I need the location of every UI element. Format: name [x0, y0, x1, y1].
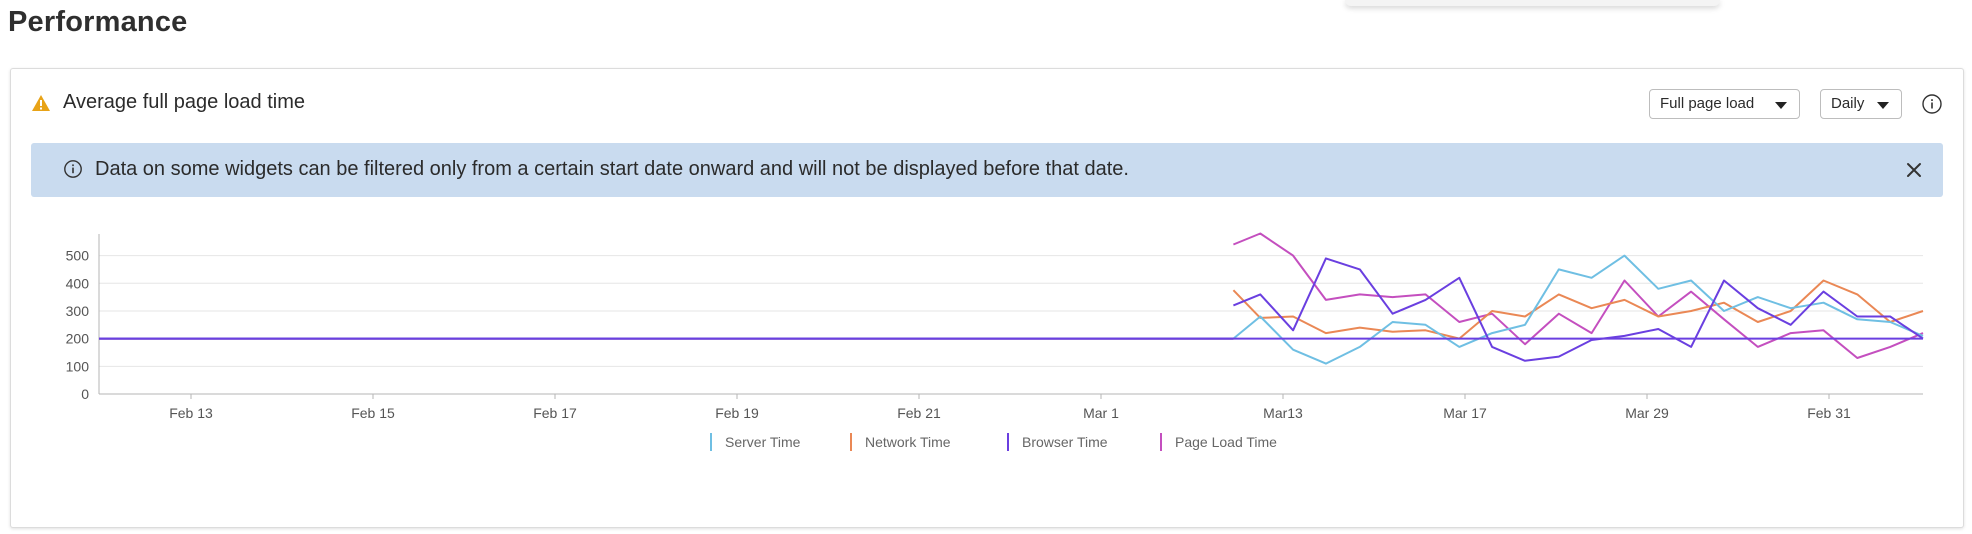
series-line-page-load-time — [1233, 232, 1924, 359]
load-type-select[interactable]: Full page load — [1649, 89, 1800, 119]
info-circle-icon[interactable] — [1921, 93, 1943, 115]
caret-down-icon — [1877, 102, 1889, 109]
x-tick-label: Feb 17 — [533, 405, 577, 421]
legend-label: Page Load Time — [1175, 434, 1277, 450]
x-tick-label: Feb 13 — [169, 405, 213, 421]
close-icon[interactable] — [1903, 159, 1925, 181]
y-tick-label: 400 — [66, 275, 90, 291]
frequency-value: Daily — [1831, 95, 1865, 112]
widget-card: Average full page load time Full page lo… — [10, 68, 1964, 528]
y-tick-label: 200 — [66, 331, 90, 347]
x-tick-label: Feb 19 — [715, 405, 759, 421]
y-tick-label: 100 — [66, 358, 90, 374]
frequency-select[interactable]: Daily — [1820, 89, 1902, 119]
legend-label: Browser Time — [1022, 434, 1108, 450]
series-line-browser-time — [1233, 257, 1924, 362]
y-tick-label: 0 — [81, 386, 89, 402]
series-line-network-time — [1232, 279, 1924, 340]
info-banner: Data on some widgets can be filtered onl… — [31, 143, 1943, 197]
line-chart: 0 100 200 300 400 500 Feb 13 Feb 15 Feb 17 Feb 19… — [66, 232, 1924, 451]
load-type-value: Full page load — [1660, 95, 1755, 112]
legend-label: Network Time — [865, 434, 951, 450]
x-tick-label: Mar13 — [1263, 405, 1303, 421]
caret-down-icon — [1775, 102, 1787, 109]
legend-label: Server Time — [725, 434, 801, 450]
x-tick-label: Mar 1 — [1083, 405, 1119, 421]
x-tick-label: Feb 21 — [897, 405, 941, 421]
y-tick-label: 300 — [66, 303, 90, 319]
x-tick-label: Feb 15 — [351, 405, 395, 421]
series-line-server-time — [1232, 254, 1924, 365]
popover-edge — [1345, 0, 1720, 6]
widget-title: Average full page load time — [63, 91, 306, 113]
banner-message: Data on some widgets can be filtered onl… — [95, 158, 1129, 180]
warning-triangle-icon — [32, 95, 50, 111]
y-tick-label: 500 — [66, 248, 90, 264]
x-tick-label: Feb 31 — [1807, 405, 1851, 421]
info-circle-icon — [64, 160, 82, 178]
page-title: Performance — [8, 6, 188, 38]
x-tick-label: Mar 29 — [1625, 405, 1669, 421]
x-tick-label: Mar 17 — [1443, 405, 1487, 421]
